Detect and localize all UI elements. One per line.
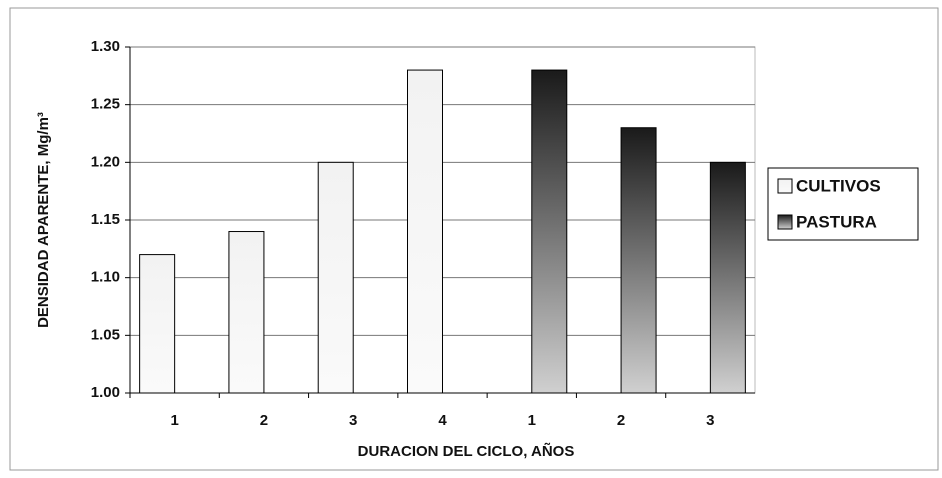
x-tick-label: 4 xyxy=(438,412,447,429)
legend-swatch xyxy=(777,214,793,230)
x-tick-label: 1 xyxy=(170,412,178,429)
bar xyxy=(139,254,176,394)
x-tick-label: 2 xyxy=(260,412,268,429)
x-tick-label: 2 xyxy=(617,412,625,429)
legend-label: PASTURA xyxy=(796,212,877,231)
legend-box xyxy=(767,167,919,241)
x-tick-label: 3 xyxy=(706,412,714,429)
bar xyxy=(531,69,568,394)
y-tick-label: 1.30 xyxy=(91,38,120,55)
bar xyxy=(620,127,657,394)
x-axis-label: DURACION DEL CICLO, AÑOS xyxy=(358,442,575,460)
legend-swatch xyxy=(777,178,793,194)
x-tick-label: 1 xyxy=(528,412,536,429)
y-axis-label: DENSIDAD APARENTE, Mg/m³ xyxy=(35,112,52,328)
y-tick-label: 1.25 xyxy=(91,96,120,113)
y-tick-label: 1.15 xyxy=(91,211,120,228)
bar xyxy=(709,161,746,394)
y-tick-label: 1.20 xyxy=(91,153,120,170)
bar xyxy=(228,231,265,394)
y-tick-label: 1.00 xyxy=(91,384,120,401)
x-tick-label: 3 xyxy=(349,412,357,429)
bar xyxy=(317,161,354,394)
bar xyxy=(407,69,443,394)
legend-label: CULTIVOS xyxy=(796,176,881,195)
y-tick-label: 1.05 xyxy=(91,326,120,343)
y-tick-label: 1.10 xyxy=(91,269,120,286)
